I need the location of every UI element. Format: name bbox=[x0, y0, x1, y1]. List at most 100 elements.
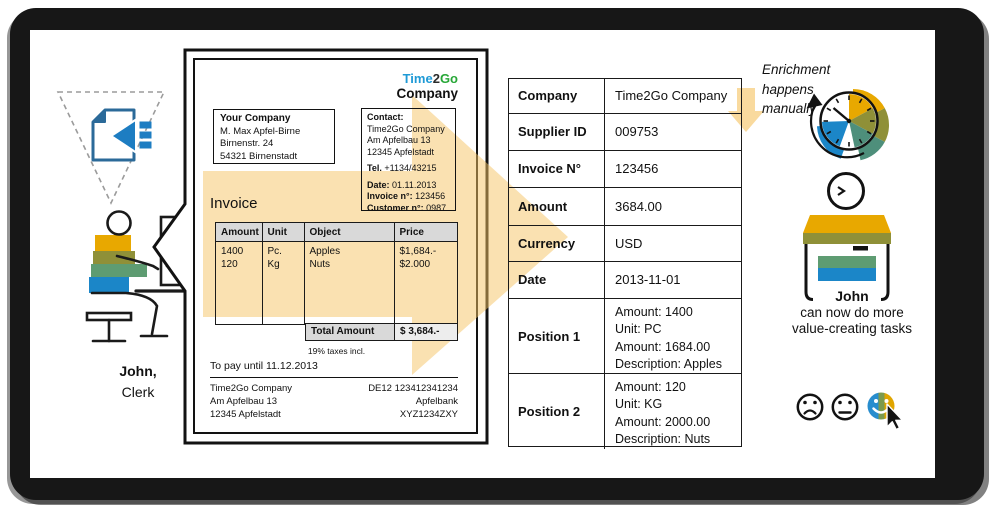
company-logo: Time2Go Company bbox=[360, 71, 458, 101]
value-line: Amount: 120 bbox=[615, 379, 686, 394]
value-line: Description: Apples bbox=[615, 357, 723, 371]
clerk-label: John, Clerk bbox=[88, 361, 188, 403]
items-cell-price: $1,684.- $2.000 bbox=[395, 242, 458, 324]
table-row: Position 1 Amount: 1400 Unit: PC Amount:… bbox=[509, 297, 741, 374]
date-value: 01.11.2013 bbox=[392, 179, 437, 190]
row-label: Supplier ID bbox=[509, 113, 605, 150]
tel-value: +1134/43215 bbox=[384, 163, 437, 173]
sad-face-icon[interactable] bbox=[796, 393, 824, 421]
recipient-line: M. Max Apfel-Birne bbox=[220, 125, 301, 137]
footer-line: 12345 Apfelstadt bbox=[210, 409, 281, 420]
items-header-row: Amount Unit Object Price bbox=[216, 223, 457, 241]
enrichment-line: manually bbox=[762, 101, 817, 116]
row-label: Invoice N° bbox=[509, 150, 605, 187]
tel-label: Tel. bbox=[367, 163, 382, 173]
footer-line: Am Apfelbau 13 bbox=[210, 396, 278, 407]
invoice-no-label: Invoice n°: bbox=[367, 191, 413, 201]
iban-line: DE12 123412341234 bbox=[368, 383, 458, 394]
item-line: $2.000 bbox=[399, 259, 431, 270]
logo-company: Company bbox=[396, 86, 458, 101]
table-row: Supplier ID 009753 bbox=[509, 112, 741, 150]
items-header-cell: Unit bbox=[263, 223, 305, 241]
item-line: $1,684.- bbox=[399, 246, 437, 257]
bic-line: XYZ1234ZXY bbox=[399, 409, 458, 420]
item-line: Kg bbox=[267, 259, 280, 270]
recipient-line: 54321 Birnenstadt bbox=[220, 150, 298, 162]
row-value: Amount: 1400 Unit: PC Amount: 1684.00 De… bbox=[605, 299, 741, 374]
contact-line: 12345 Apfelstadt bbox=[367, 146, 435, 157]
table-row: Currency USD bbox=[509, 224, 741, 261]
footer-divider bbox=[210, 377, 458, 378]
logo-go: Go bbox=[439, 71, 458, 86]
mouse-cursor-icon bbox=[886, 403, 904, 431]
logo-wordmark: Time2Go bbox=[360, 71, 458, 86]
clerk-name: John, bbox=[119, 363, 157, 379]
neutral-face-icon[interactable] bbox=[831, 393, 859, 421]
item-line: 1400 bbox=[221, 246, 244, 257]
invoice-no-value: 123456 bbox=[415, 191, 446, 201]
person-name: John bbox=[835, 288, 869, 304]
person-icon bbox=[803, 172, 891, 301]
items-cell-object: Apples Nuts bbox=[305, 242, 395, 324]
total-amount-value: $ 3,684.- bbox=[394, 322, 458, 341]
table-row: Amount 3684.00 bbox=[509, 186, 741, 225]
contact-invoice-no: Invoice n°: 123456 bbox=[367, 191, 450, 203]
contact-date: Date: 01.11.2013 bbox=[367, 180, 450, 192]
item-line: Apples bbox=[309, 246, 341, 257]
row-value: 3684.00 bbox=[615, 198, 662, 214]
items-body-row: 1400 120 Pc. Kg Apples Nuts $1,684.- $2.… bbox=[216, 241, 457, 324]
table-row: Invoice N° 123456 bbox=[509, 149, 741, 187]
contact-tel: Tel. +1134/43215 bbox=[367, 163, 450, 175]
contact-customer-no: Customer n°: 0987 bbox=[367, 203, 450, 215]
row-value: Time2Go Company bbox=[615, 88, 728, 104]
table-row: Date 2013-11-01 bbox=[509, 260, 741, 298]
timer-gauge-icon bbox=[806, 89, 890, 161]
items-cell-unit: Pc. Kg bbox=[263, 242, 305, 324]
row-label: Position 2 bbox=[509, 373, 605, 449]
bank-line: Apfelbank bbox=[415, 396, 458, 407]
row-label: Company bbox=[509, 79, 605, 113]
invoice-footer-right: DE12 123412341234 Apfelbank XYZ1234ZXY bbox=[330, 382, 458, 421]
contact-box: Contact: Time2Go Company Am Apfelbau 13 … bbox=[361, 108, 456, 213]
contact-title: Contact: bbox=[367, 112, 404, 122]
item-line: 120 bbox=[221, 259, 238, 270]
value-line: Unit: KG bbox=[615, 397, 663, 411]
recipient-address-box: Your Company M. Max Apfel-Birne Birnenst… bbox=[213, 109, 335, 164]
row-label: Currency bbox=[509, 225, 605, 261]
footer-line: Time2Go Company bbox=[210, 383, 293, 394]
customer-no-label: Customer n°: bbox=[367, 202, 424, 213]
value-line: Description: Nuts bbox=[615, 432, 711, 446]
row-value: USD bbox=[615, 235, 643, 251]
pay-until-note: To pay until 11.12.2013 bbox=[210, 360, 318, 372]
row-label: Date bbox=[509, 261, 605, 298]
invoice-footer-left: Time2Go Company Am Apfelbau 13 12345 Apf… bbox=[210, 382, 292, 421]
items-cell-amount: 1400 120 bbox=[216, 242, 263, 324]
recipient-title: Your Company bbox=[220, 113, 291, 124]
customer-no-value: 0987 bbox=[426, 202, 447, 213]
enrichment-line: happens bbox=[762, 81, 814, 97]
items-header-cell: Amount bbox=[216, 223, 263, 241]
extraction-table: Company Time2Go Company Supplier ID 0097… bbox=[508, 78, 742, 449]
john-tasks-caption: John can now do more value-creating task… bbox=[772, 288, 932, 337]
value-line: Amount: 2000.00 bbox=[615, 414, 711, 429]
logo-time: Time bbox=[402, 71, 433, 86]
row-value: 009753 bbox=[615, 124, 659, 139]
row-label: Amount bbox=[509, 187, 605, 225]
tasks-line: value-creating tasks bbox=[791, 321, 913, 336]
clerk-role: Clerk bbox=[121, 384, 155, 400]
table-row: Company Time2Go Company bbox=[509, 79, 741, 113]
value-line: Unit: PC bbox=[615, 322, 662, 336]
enrichment-note: Enrichment happens manually bbox=[762, 60, 882, 119]
item-line: Nuts bbox=[309, 259, 331, 270]
contact-line: Am Apfelbau 13 bbox=[367, 135, 431, 145]
date-label: Date: bbox=[367, 179, 390, 190]
total-amount-label: Total Amount bbox=[305, 322, 395, 341]
row-value: 2013-11-01 bbox=[615, 272, 681, 287]
recipient-line: Birnenstr. 24 bbox=[220, 138, 274, 149]
value-line: Amount: 1400 bbox=[615, 304, 693, 319]
invoice-items-table: Amount Unit Object Price 1400 120 Pc. Kg… bbox=[215, 222, 458, 325]
row-label: Position 1 bbox=[509, 298, 605, 374]
value-line: Amount: 1684.00 bbox=[615, 339, 711, 354]
